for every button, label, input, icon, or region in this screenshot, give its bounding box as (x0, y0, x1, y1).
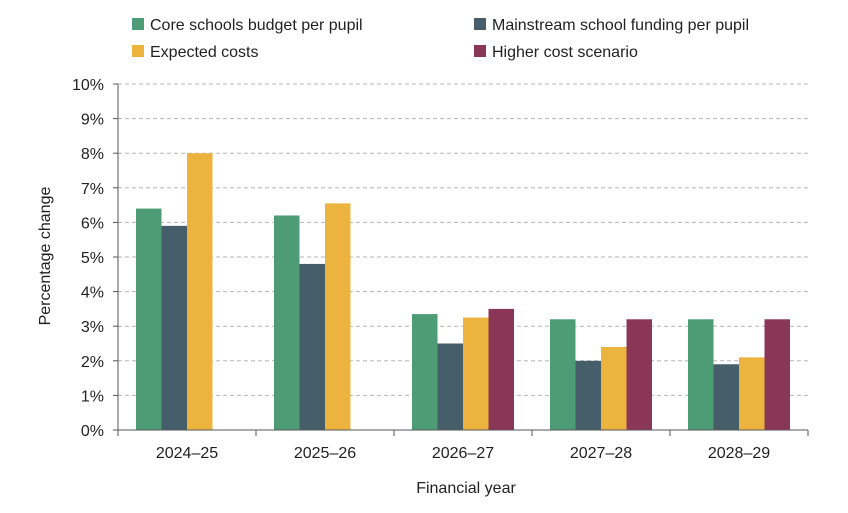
y-tick-label: 1% (81, 388, 104, 405)
x-axis-title: Financial year (416, 480, 516, 497)
bar (299, 263, 325, 430)
y-tick-label: 2% (81, 354, 104, 371)
bar (161, 225, 187, 430)
bar (713, 364, 739, 430)
bar (575, 360, 601, 430)
legend: Core schools budget per pupil Mainstream… (132, 17, 749, 61)
bar (463, 317, 489, 430)
legend-swatch-expected-costs (132, 45, 144, 57)
legend-swatch-higher-cost-scenario (474, 45, 486, 57)
gridlines (118, 83, 808, 396)
bar (626, 319, 652, 430)
y-axis-title: Percentage change (37, 187, 54, 326)
bar (187, 153, 213, 430)
y-tick-label: 9% (81, 112, 104, 129)
y-tick-label: 0% (81, 423, 104, 440)
bar (764, 319, 790, 430)
y-tick-label: 4% (81, 285, 104, 302)
y-tick-label: 6% (81, 215, 104, 232)
x-axis-ticks: 2024–25 2025–26 2026–27 2027–28 2028–29 (156, 445, 770, 462)
y-axis-ticks: 0% 1% 2% 3% 4% 5% 6% 7% 8% 9% 10% (72, 77, 104, 440)
x-tick-label: 2026–27 (432, 445, 494, 462)
legend-swatch-core-schools-budget (132, 18, 144, 30)
x-tick-label: 2028–29 (708, 445, 770, 462)
bar (274, 215, 300, 430)
bar (488, 308, 514, 430)
x-tick-label: 2027–28 (570, 445, 632, 462)
bars (136, 153, 790, 430)
bar (550, 319, 576, 430)
bar (437, 343, 463, 430)
y-tick-label: 5% (81, 250, 104, 267)
legend-label-expected-costs: Expected costs (150, 44, 259, 61)
bar (601, 346, 627, 430)
x-tick-label: 2025–26 (294, 445, 356, 462)
bar (739, 357, 765, 430)
y-tick-label: 8% (81, 146, 104, 163)
bar (136, 208, 162, 430)
legend-swatch-mainstream-funding (474, 18, 486, 30)
y-tick-label: 10% (72, 77, 104, 94)
legend-label-core-schools-budget: Core schools budget per pupil (150, 17, 363, 34)
y-tick-label: 7% (81, 181, 104, 198)
bar (412, 314, 438, 430)
axes (113, 83, 809, 436)
legend-label-mainstream-funding: Mainstream school funding per pupil (492, 17, 749, 34)
x-tick-label: 2024–25 (156, 445, 218, 462)
bar (688, 319, 714, 430)
legend-label-higher-cost-scenario: Higher cost scenario (492, 44, 638, 61)
bar (325, 203, 351, 430)
y-tick-label: 3% (81, 319, 104, 336)
